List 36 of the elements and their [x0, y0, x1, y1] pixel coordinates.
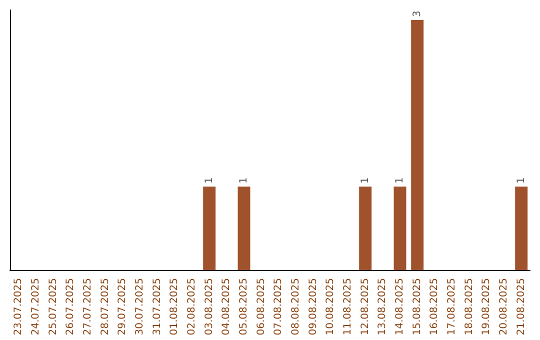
x-tick-label: 30.07.2025	[134, 278, 146, 336]
x-tick-label: 04.08.2025	[221, 278, 232, 336]
x-tick-label: 05.08.2025	[238, 278, 250, 336]
x-tick-label: 20.08.2025	[498, 278, 510, 336]
x-tick-label: 24.07.2025	[30, 278, 42, 336]
x-tick-label: 18.08.2025	[464, 278, 475, 336]
x-tick-label: 28.07.2025	[100, 278, 111, 336]
data-label: 1	[204, 177, 215, 184]
x-tick-label: 21.08.2025	[516, 278, 527, 336]
x-tick-label: 03.08.2025	[204, 278, 215, 336]
x-tick-label: 10.08.2025	[325, 278, 336, 336]
data-label: 1	[394, 177, 406, 184]
x-tick-label: 17.08.2025	[446, 278, 458, 336]
x-tick-label: 23.07.2025	[13, 278, 24, 336]
x-tick-label: 13.08.2025	[377, 278, 388, 336]
x-tick-label: 07.08.2025	[273, 278, 284, 336]
x-tick-label: 12.08.2025	[360, 278, 371, 336]
data-label: 1	[516, 177, 527, 184]
x-tick-label: 25.07.2025	[48, 278, 59, 336]
x-tick-label: 14.08.2025	[394, 278, 406, 336]
x-tick-label: 31.07.2025	[152, 278, 163, 336]
data-label: 1	[360, 177, 371, 184]
x-tick-label: 09.08.2025	[308, 278, 319, 336]
x-tick-label: 27.07.2025	[82, 278, 94, 336]
x-tick-label: 08.08.2025	[290, 278, 302, 336]
x-tick-label: 15.08.2025	[412, 278, 423, 336]
x-tick-label: 01.08.2025	[169, 278, 180, 336]
x-tick-label: 06.08.2025	[256, 278, 267, 336]
x-tick-label: 16.08.2025	[429, 278, 440, 336]
x-tick-label: 26.07.2025	[65, 278, 76, 336]
data-label: 3	[412, 10, 423, 17]
x-tick-label: 11.08.2025	[342, 278, 354, 336]
data-label: 1	[238, 177, 250, 184]
x-tick-label: 02.08.2025	[186, 278, 198, 336]
x-tick-label: 29.07.2025	[117, 278, 128, 336]
x-tick-label: 19.08.2025	[481, 278, 492, 336]
